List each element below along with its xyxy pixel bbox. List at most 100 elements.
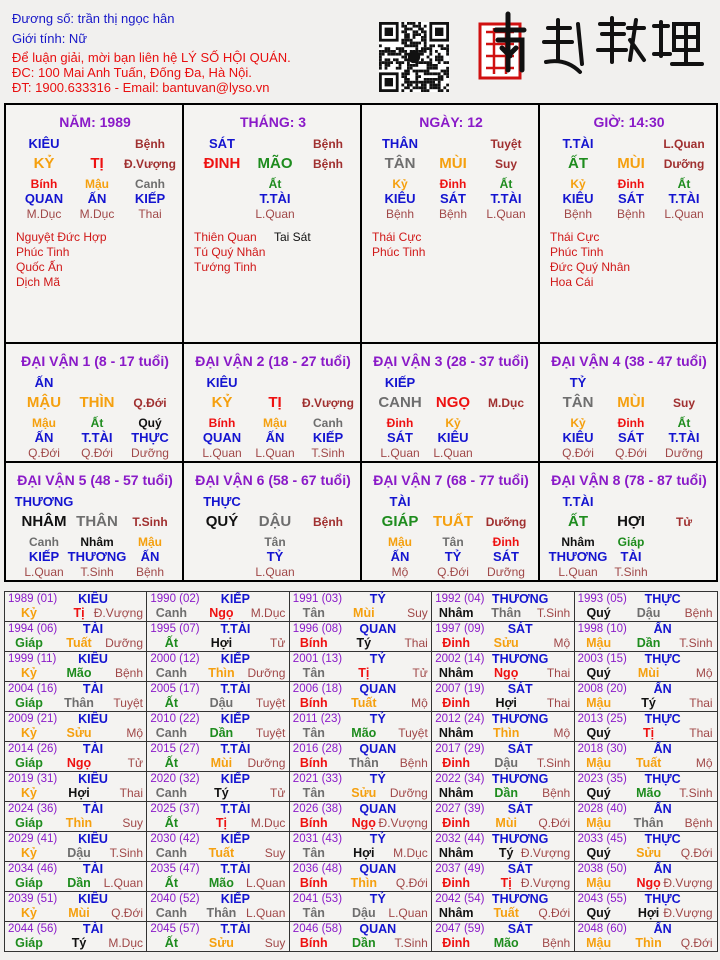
year-label: 2030 (42) xyxy=(150,833,200,845)
cell-title: ĐẠI VẬN 4 (38 - 47 tuổi) xyxy=(551,353,707,369)
year-phase: Đ.Vượng xyxy=(663,876,713,890)
year-branch: Tý xyxy=(498,846,514,860)
year-label: 2044 (56) xyxy=(8,923,58,935)
year-cell: 2019 (31) KIÊU Kỷ Hợi Thai xyxy=(4,771,148,802)
year-ten-god: T.TÀI xyxy=(220,682,251,696)
hidden-ten-god: SÁT xyxy=(618,430,644,445)
heavenly-stem: ĐINH xyxy=(203,155,241,172)
year-stem: Kỷ xyxy=(21,846,37,860)
hidden-phase: M.Dục xyxy=(79,207,115,221)
year-phase: T.Sinh xyxy=(536,756,571,770)
year-ten-god: SÁT xyxy=(507,862,533,876)
hidden-ten-god: TỶ xyxy=(266,549,284,564)
year-label: 2041 (53) xyxy=(292,893,343,905)
year-cell: 1996 (08) QUAN Bính Tý Thai xyxy=(288,621,433,652)
dai-van-cell: ĐẠI VẬN 5 (48 - 57 tuổi) THƯƠNG NHÂM THÂN T.… xyxy=(4,461,184,582)
brand-logo xyxy=(478,11,704,80)
year-phase: Suy xyxy=(264,936,286,950)
year-ten-god: TÀI xyxy=(82,742,104,756)
star-item: Hoa Cái xyxy=(550,275,594,289)
year-cell: 2026 (38) QUAN Bính Ngọ Đ.Vượng xyxy=(288,801,433,832)
year-stem: Tân xyxy=(302,906,325,920)
year-cell: 2044 (56) TÀI Giáp Tý M.Dục xyxy=(4,921,148,952)
year-stem: Đinh xyxy=(442,636,471,650)
hidden-phase: Bệnh xyxy=(563,207,593,221)
year-cell: 2020 (32) KIẾP Canh Tý Tử xyxy=(146,771,291,802)
year-cell: 2009 (21) KIÊU Kỷ Sửu Mộ xyxy=(4,711,148,742)
year-label: 2020 (32) xyxy=(150,773,200,785)
year-label: 2002 (14) xyxy=(435,653,485,665)
year-label: 1990 (02) xyxy=(150,593,200,605)
hidden-phase: L.Quan xyxy=(558,565,598,579)
address-line: ĐC: 100 Mai Anh Tuấn, Đống Đa, Hà Nội. xyxy=(12,65,252,80)
hidden-stem: Mậu xyxy=(32,416,56,430)
hidden-stem: Kỷ xyxy=(445,416,461,430)
cell-title: ĐẠI VẬN 3 (28 - 37 tuổi) xyxy=(373,353,529,369)
year-stem: Quý xyxy=(586,846,611,860)
heavenly-stem: CANH xyxy=(378,394,422,411)
year-label: 2043 (55) xyxy=(577,893,627,905)
year-phase: Thai xyxy=(546,666,571,680)
top-phase: Tuyệt xyxy=(490,137,522,151)
year-cell: 1992 (04) THƯƠNG Nhâm Thân T.Sinh xyxy=(431,591,576,622)
hidden-stem: Đinh xyxy=(439,177,467,191)
year-label: 2004 (16) xyxy=(8,683,58,695)
year-branch: Dần xyxy=(209,726,234,740)
year-branch: Dậu xyxy=(67,846,91,860)
star-item: Nguyệt Đức Hợp xyxy=(16,230,107,244)
year-label: 2038 (50) xyxy=(577,863,627,875)
hidden-ten-god: ẤN xyxy=(390,549,410,564)
hidden-stem: Kỷ xyxy=(570,177,586,191)
year-stem: Kỷ xyxy=(21,906,37,920)
year-label: 2007 (19) xyxy=(435,683,485,695)
year-label: 2021 (33) xyxy=(292,773,343,785)
year-cell: 2017 (29) SÁT Đinh Dậu T.Sinh xyxy=(431,741,576,772)
year-ten-god: QUAN xyxy=(359,862,397,876)
year-ten-god: THỰC xyxy=(644,712,681,726)
heavenly-stem: ẤT xyxy=(568,513,588,530)
year-phase: Thai xyxy=(689,696,713,710)
hidden-ten-god: ẤN xyxy=(34,430,54,445)
year-phase: M.Dục xyxy=(108,936,143,950)
year-ten-god: T.TÀI xyxy=(220,742,251,756)
hidden-stem: Quý xyxy=(138,416,162,430)
year-ten-god: THƯƠNG xyxy=(491,892,549,906)
year-phase: Tử xyxy=(412,666,428,680)
year-ten-god: QUAN xyxy=(359,802,397,816)
year-phase: Dưỡng xyxy=(247,756,286,770)
year-stem: Bính xyxy=(299,876,328,890)
year-label: 2039 (51) xyxy=(8,893,58,905)
year-branch: Ngọ xyxy=(494,666,519,680)
year-phase: Đ.Vượng xyxy=(520,876,571,890)
hidden-ten-god: THƯƠNG xyxy=(67,549,127,564)
year-stem: Giáp xyxy=(15,756,43,770)
year-phase: Mộ xyxy=(126,726,143,740)
year-phase: Đ.Vượng xyxy=(378,816,428,830)
hidden-phase: Q.Đới xyxy=(437,565,469,579)
year-branch: Tý xyxy=(214,786,229,800)
year-cell: 2047 (59) SÁT Đinh Mão Bệnh xyxy=(431,921,576,952)
hidden-ten-god: T.TÀI xyxy=(668,430,700,445)
year-cell: 1998 (10) ẤN Mậu Dần T.Sinh xyxy=(573,621,718,652)
year-ten-god: T.TÀI xyxy=(220,622,251,636)
hidden-stem: Kỷ xyxy=(570,416,586,430)
year-branch: Tý xyxy=(71,936,87,950)
year-stem: Ất xyxy=(164,756,178,770)
year-ten-god: ẤN xyxy=(653,862,672,876)
year-cell: 2018 (30) ẤN Mậu Tuất Mộ xyxy=(573,741,718,772)
year-phase: Thai xyxy=(689,726,713,740)
heavenly-stem: KỶ xyxy=(211,394,233,411)
star-item: Tai Sát xyxy=(274,230,311,244)
ten-god: TÀI xyxy=(389,494,411,509)
year-branch: Tý xyxy=(641,696,656,710)
hidden-phase: L.Quan xyxy=(380,446,420,460)
year-label: 2046 (58) xyxy=(292,923,343,935)
year-stem: Bính xyxy=(299,756,328,770)
hidden-stem: Ất xyxy=(268,177,282,191)
hidden-ten-god: KIÊU xyxy=(437,430,469,445)
earthly-branch: MÙI xyxy=(617,394,645,411)
year-cell: 2000 (12) KIẾP Canh Thìn Dưỡng xyxy=(146,651,291,682)
hidden-stem: Canh xyxy=(29,535,59,549)
year-branch: Hợi xyxy=(353,846,375,860)
year-stem: Kỷ xyxy=(21,606,37,620)
